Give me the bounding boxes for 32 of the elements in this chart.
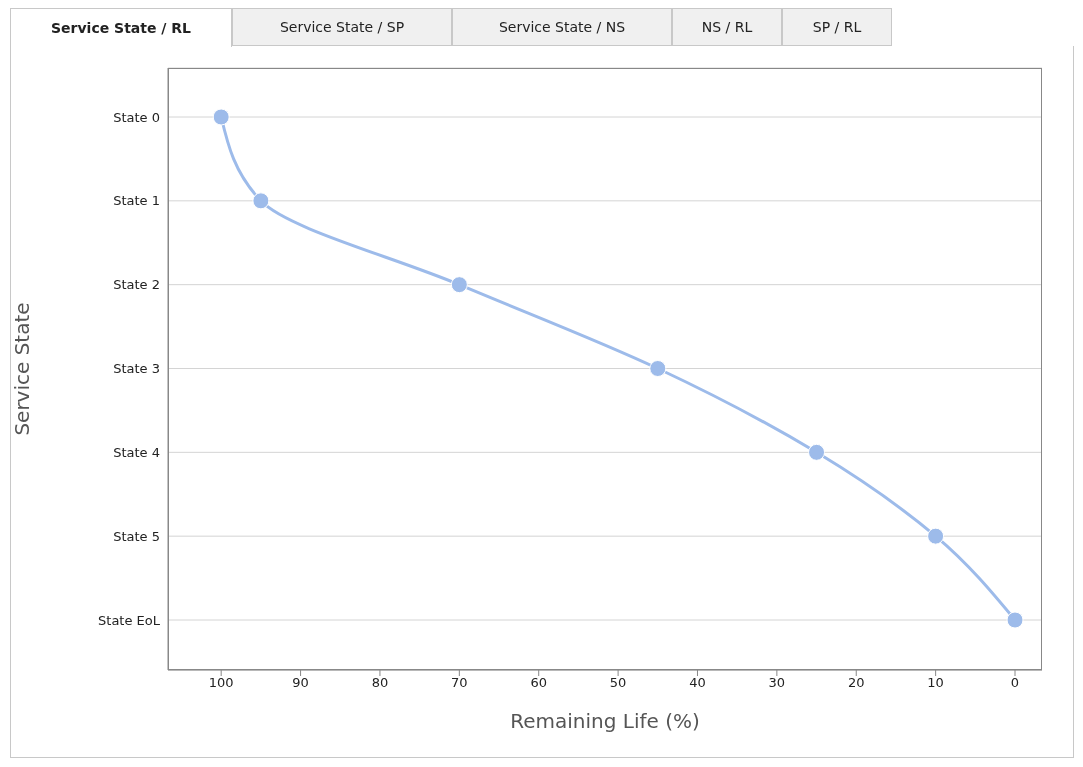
x-tick-label: 60 <box>530 675 547 691</box>
point <box>252 192 270 210</box>
y-tick-label: State EoL <box>98 612 161 628</box>
point <box>1006 611 1024 629</box>
y-tick-label: State 4 <box>113 444 160 460</box>
x-tick-label: 0 <box>1010 675 1020 691</box>
point <box>927 527 945 545</box>
text: Service State / SP <box>232 8 452 46</box>
x-tick-label: 30 <box>768 675 786 691</box>
point <box>808 443 826 461</box>
point <box>649 360 667 377</box>
point <box>212 108 230 126</box>
x-tick-label: 10 <box>927 675 944 691</box>
y-tick-label: State 1 <box>113 193 160 209</box>
y-tick-label: State 2 <box>113 277 160 293</box>
x-tick-label: 90 <box>292 675 309 691</box>
x-tick-label: 20 <box>847 675 865 691</box>
text: NS / RL <box>672 8 782 46</box>
text: Service State / RL <box>10 8 232 47</box>
x-tick-label: 70 <box>451 675 468 691</box>
x-tick-label: 80 <box>371 675 389 691</box>
point <box>450 276 468 294</box>
text: SP / RL <box>782 8 892 46</box>
x-tick-label: 50 <box>609 675 627 691</box>
x-tick-label: 100 <box>208 675 234 691</box>
y-tick-label: State 5 <box>113 528 160 544</box>
text: Service State / NS <box>452 8 672 46</box>
x-tick-label: 40 <box>689 675 706 691</box>
y-axis-title: Service State <box>10 302 35 436</box>
y-tick-label: State 3 <box>113 361 160 377</box>
y-tick-label: State 0 <box>113 109 160 125</box>
x-axis-title: Remaining Life (%) <box>510 709 700 733</box>
